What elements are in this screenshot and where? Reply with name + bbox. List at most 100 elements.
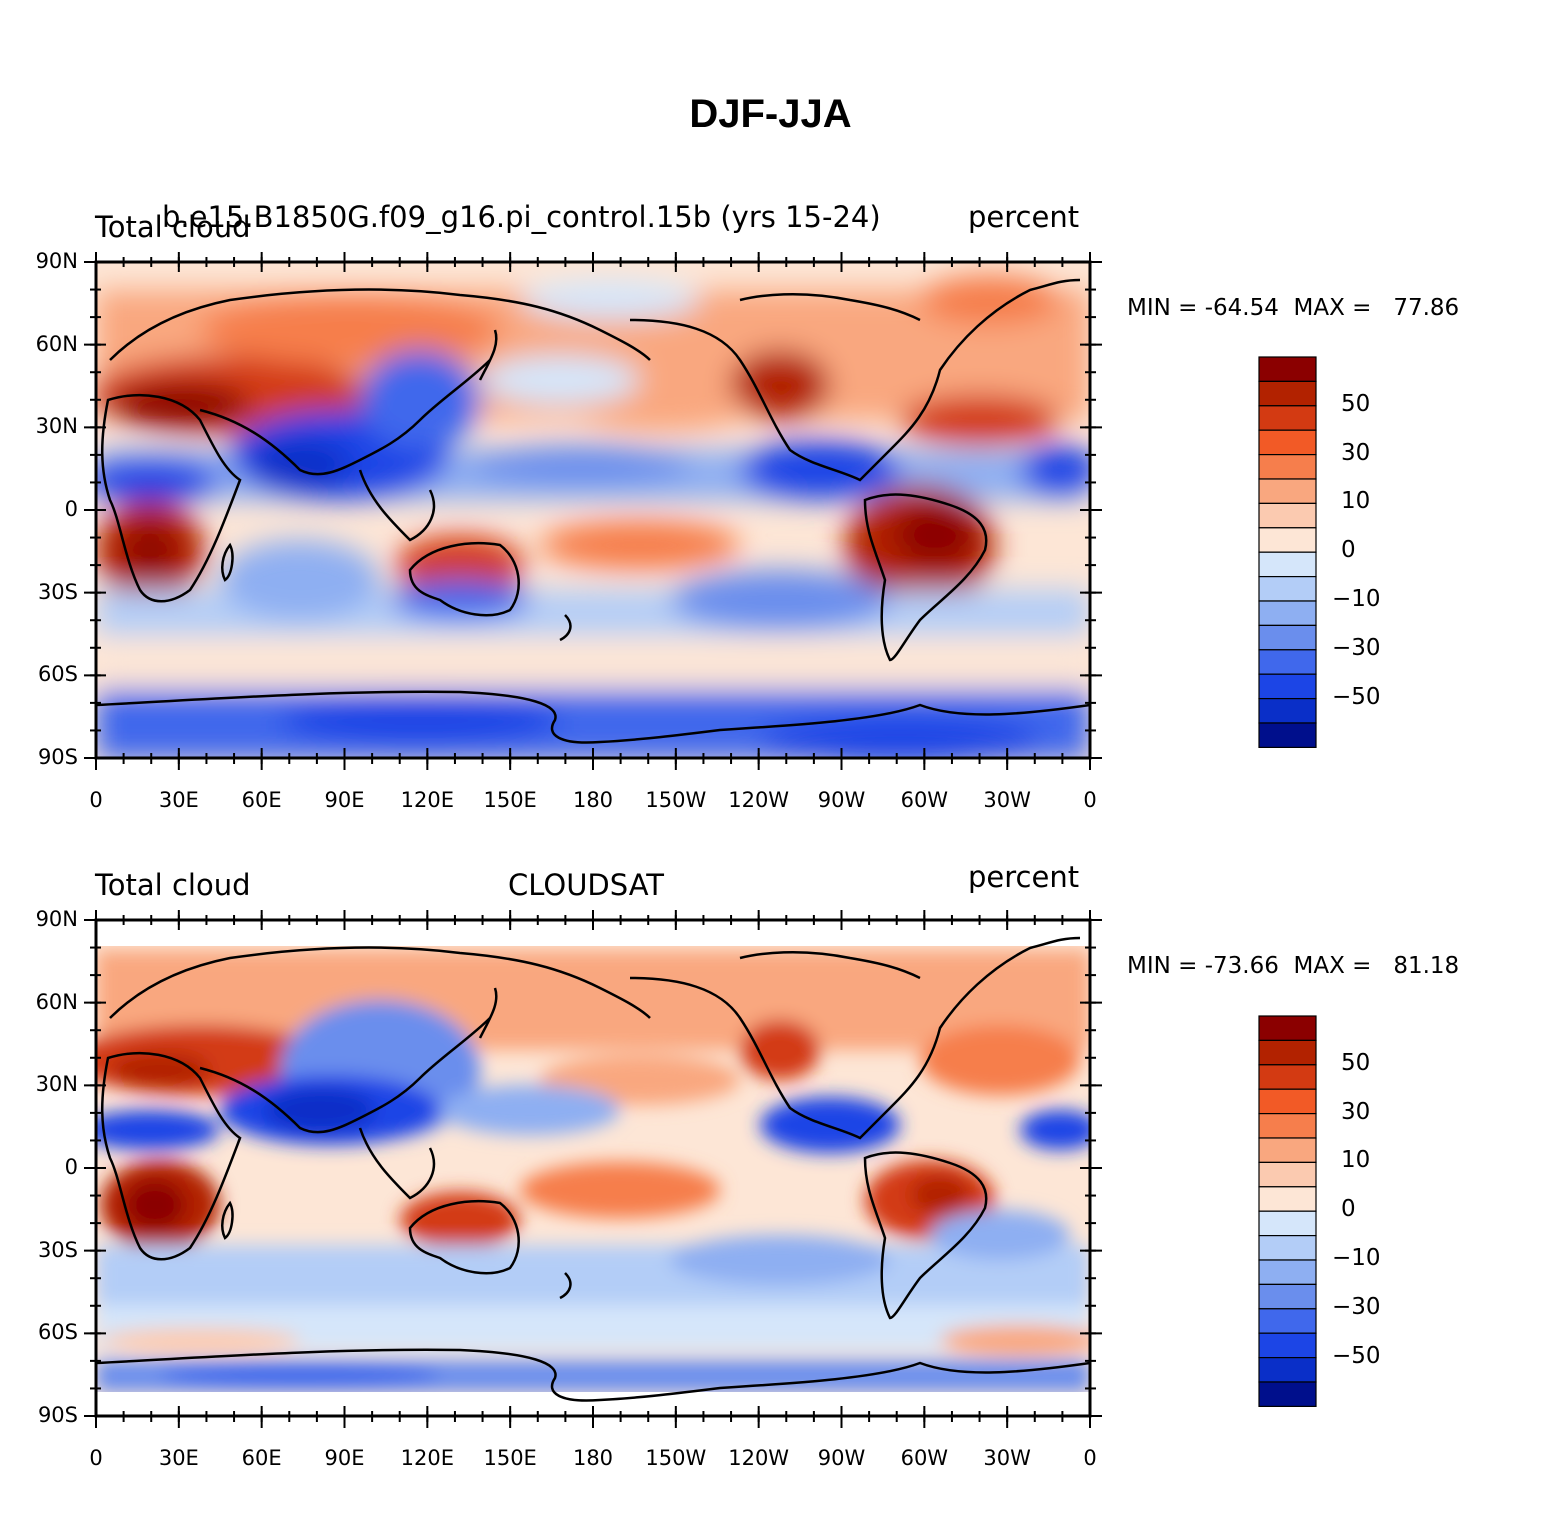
panel2-colorbar [1258,1015,1317,1407]
colorbar-swatch [1258,1064,1317,1090]
colorbar-label: 0 [1341,537,1356,564]
panel2-min-max: MIN = -73.66 MAX = 81.18 [1127,953,1460,979]
lon-tick-label: 30E [158,1446,199,1470]
colorbar-swatch [1258,1308,1317,1334]
colorbar-label: −30 [1332,1293,1381,1320]
colorbar-swatch [1258,356,1317,382]
colorbar-swatch [1258,1039,1317,1066]
colorbar-swatch [1258,673,1317,700]
colorbar-swatch [1258,429,1317,456]
lat-tick-label: 60S [37,662,78,687]
lon-tick-label: 60W [900,1446,949,1470]
colorbar-label: 10 [1341,1147,1371,1174]
colorbar-swatch [1258,1356,1317,1383]
colorbar-swatch [1258,1332,1317,1359]
colorbar-swatch [1258,624,1317,651]
lon-tick-label: 0 [89,788,103,812]
lon-tick-label: 60E [241,788,282,812]
colorbar-swatch [1258,405,1317,431]
lon-tick-label: 120W [728,1446,790,1470]
colorbar-label: −30 [1332,634,1381,661]
lat-tick-label: 30N [35,414,78,439]
lon-tick-label: 30W [983,788,1031,812]
lon-tick-label: 0 [1083,788,1097,812]
colorbar-swatch [1258,502,1317,529]
panel2-left-label: Total cloud [95,868,251,902]
panel1-center-label: b.e15.B1850G.f09_g16.pi_control.15b (yrs… [162,200,881,234]
colorbar-swatch [1258,478,1317,504]
colorbar-label: 50 [1341,390,1371,417]
lat-tick-label: 30S [37,579,78,604]
lon-tick-label: 150W [645,788,707,812]
lon-tick-label: 30W [983,1446,1031,1470]
lat-tick-label: 0 [64,497,78,521]
lon-tick-label: 90E [324,1446,365,1470]
colorbar-label: −10 [1332,586,1381,612]
colorbar-label: 30 [1341,1098,1371,1125]
panel1-left-label: Total cloud [95,210,251,244]
colorbar-swatch [1258,1186,1317,1212]
lat-tick-label: 60S [37,1320,78,1345]
colorbar-swatch [1258,527,1317,553]
lon-tick-label: 180 [572,1446,614,1470]
colorbar-swatch [1258,1234,1317,1261]
colorbar-swatch [1258,649,1317,675]
colorbar-swatch [1258,1210,1317,1237]
panel2-right-label: percent [968,860,1080,894]
colorbar-swatch [1258,1137,1317,1163]
lat-tick-label: 30N [35,1072,78,1097]
lat-tick-label: 90S [37,745,78,769]
lat-tick-label: 30S [37,1237,78,1262]
lon-tick-label: 0 [1083,1446,1097,1470]
panel2-map-field [96,920,1090,1416]
lat-tick-label: 90S [37,1403,78,1427]
colorbar-swatch [1258,575,1317,602]
lon-tick-label: 120W [728,788,790,812]
colorbar-swatch [1258,454,1317,480]
colorbar-swatch [1258,1088,1317,1115]
lat-tick-label: 60N [35,989,78,1014]
colorbar-label: −50 [1332,683,1381,710]
panel1-right-label: percent [968,200,1080,234]
panel1-colorbar [1258,356,1317,748]
lon-tick-label: 0 [89,1446,103,1470]
lon-tick-label: 120E [400,1446,454,1470]
lon-tick-label: 180 [572,788,614,812]
lon-tick-label: 60E [241,1446,282,1470]
colorbar-label: 50 [1341,1049,1371,1076]
lon-tick-label: 150E [483,788,537,812]
lat-tick-label: 90N [35,249,78,273]
colorbar-swatch [1258,1112,1317,1139]
panel1-map-field [96,262,1090,758]
lon-tick-label: 150W [645,1446,707,1470]
lat-tick-label: 90N [35,907,78,931]
lon-tick-label: 60W [900,788,949,812]
lon-tick-label: 30E [158,788,199,812]
colorbar-swatch [1258,600,1317,626]
colorbar-label: 0 [1341,1196,1356,1223]
main-title: DJF-JJA [689,92,852,136]
axis-ticks [84,252,1102,1428]
lon-tick-label: 90E [324,788,365,812]
colorbar-swatch [1258,1381,1317,1407]
colorbar-swatch [1258,380,1317,407]
colorbar-swatch [1258,1015,1317,1041]
colorbar-label: 30 [1341,439,1371,466]
lon-tick-label: 90W [817,1446,866,1470]
lon-tick-label: 120E [400,788,454,812]
colorbar-label: 10 [1341,488,1371,515]
colorbar-swatch [1258,1283,1317,1310]
colorbar-swatch [1258,722,1317,748]
lat-tick-label: 0 [64,1155,78,1179]
lon-tick-label: 150E [483,1446,537,1470]
colorbar-swatch [1258,551,1317,578]
panel1-min-max: MIN = -64.54 MAX = 77.86 [1127,295,1460,321]
panel2-center-label: CLOUDSAT [508,868,665,902]
colorbar-label: −10 [1332,1245,1381,1271]
lon-tick-label: 90W [817,788,866,812]
lat-tick-label: 60N [35,331,78,356]
colorbar-swatch [1258,1259,1317,1285]
colorbar-swatch [1258,697,1317,724]
panel1-coastlines [96,278,1090,744]
